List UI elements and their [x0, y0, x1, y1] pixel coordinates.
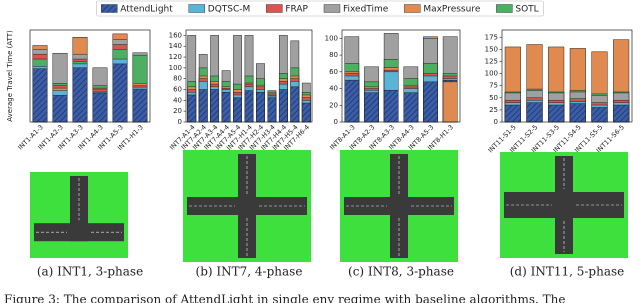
bar	[256, 91, 265, 123]
charts: Average Travel Time (ATT)INT1-A1-3INT1-A…	[6, 29, 633, 279]
subcaption: (d) INT11, 5-phase	[510, 265, 625, 279]
y-tick-label: 175	[485, 33, 498, 41]
intersection-image	[340, 150, 458, 262]
bar	[233, 97, 242, 123]
y-tick-label: 100	[485, 70, 498, 78]
y-tick-label: 75	[489, 82, 498, 90]
legend-label: AttendLight	[120, 5, 173, 15]
legend-label: FRAP	[285, 5, 308, 15]
subcaption: (b) INT7, 4-phase	[196, 265, 303, 279]
bar	[613, 104, 630, 123]
legend-label: DQTSC-M	[208, 5, 251, 15]
bar	[344, 79, 360, 123]
y-tick-label: 40	[329, 85, 338, 93]
legend-swatch	[101, 4, 118, 13]
bar	[301, 102, 311, 123]
y-tick-label: 0	[334, 118, 338, 126]
bar	[383, 89, 399, 123]
y-tick-label: 60	[329, 68, 338, 76]
road	[555, 156, 573, 254]
plot-frame	[185, 29, 313, 123]
bar	[442, 81, 458, 123]
y-tick-label: 140	[169, 42, 182, 50]
bar	[290, 86, 300, 123]
bar	[591, 107, 608, 123]
intersection-image	[30, 172, 128, 258]
bar	[72, 67, 88, 123]
y-tick-label: 20	[329, 101, 338, 109]
legend-swatch	[323, 4, 341, 13]
y-tick-label: 100	[169, 64, 182, 72]
bar	[504, 104, 521, 123]
bar	[32, 68, 48, 123]
bar	[569, 103, 586, 123]
chart-panel: 0255075100125150175INT11-S1-5INT11-S2-5I…	[485, 29, 633, 279]
intersection-image	[500, 152, 628, 258]
bar	[423, 81, 438, 123]
subcaption: (c) INT8, 3-phase	[348, 265, 454, 279]
y-tick-label: 80	[329, 51, 338, 59]
legend: AttendLight DQTSC-M FRAP FixedTime MaxPressu…	[96, 0, 544, 17]
legend-label: MaxPressure	[423, 5, 480, 15]
y-axis-label: Average Travel Time (ATT)	[6, 30, 14, 122]
bar	[198, 89, 208, 123]
y-tick-label: 25	[489, 106, 498, 114]
bar	[132, 88, 148, 123]
y-tick-label: 125	[485, 57, 498, 65]
chart-panel: Average Travel Time (ATT)INT1-A1-3INT1-A…	[6, 29, 151, 279]
intersection-image	[183, 150, 311, 262]
y-tick-label: 50	[489, 94, 498, 102]
figure-caption: Figure 3: The comparison of AttendLight …	[4, 293, 566, 303]
y-tick-label: 160	[169, 31, 182, 39]
legend-label: FixedTime	[343, 5, 389, 15]
chart-panel: 020406080100120140160INT7-A1-4INT7-A2-4I…	[168, 29, 313, 279]
legend-swatch	[496, 4, 513, 13]
plot-frame	[29, 29, 151, 123]
legend-swatch	[404, 4, 421, 13]
bar	[187, 94, 197, 123]
legend-swatch	[188, 4, 205, 13]
bar	[548, 104, 565, 123]
y-tick-label: 0	[494, 118, 498, 126]
bar	[92, 92, 108, 123]
bar	[267, 97, 277, 123]
y-tick-label: 80	[173, 75, 182, 83]
y-tick-label: 150	[485, 45, 498, 53]
legend-swatch	[266, 4, 283, 13]
legend-frame	[96, 0, 544, 17]
bar	[278, 89, 288, 123]
bar	[403, 92, 419, 123]
y-tick-label: 40	[173, 96, 182, 104]
intersection-images	[30, 150, 628, 262]
road	[238, 154, 256, 258]
y-tick-label: 100	[325, 34, 338, 42]
bar	[210, 89, 220, 123]
bar	[221, 91, 231, 123]
subcaption: (a) INT1, 3-phase	[37, 265, 143, 279]
bar	[526, 102, 543, 123]
y-tick-label: 120	[169, 53, 182, 61]
bar	[52, 95, 68, 123]
road	[390, 154, 408, 258]
legend-label: SOTL	[515, 5, 538, 15]
bar	[244, 90, 254, 123]
y-tick-label: 20	[173, 107, 182, 115]
y-tick-label: 60	[173, 86, 182, 94]
bar	[364, 92, 379, 123]
y-tick-label: 0	[178, 118, 182, 126]
plot-frame	[341, 29, 461, 123]
bar	[112, 63, 128, 123]
plot-frame	[501, 29, 633, 123]
